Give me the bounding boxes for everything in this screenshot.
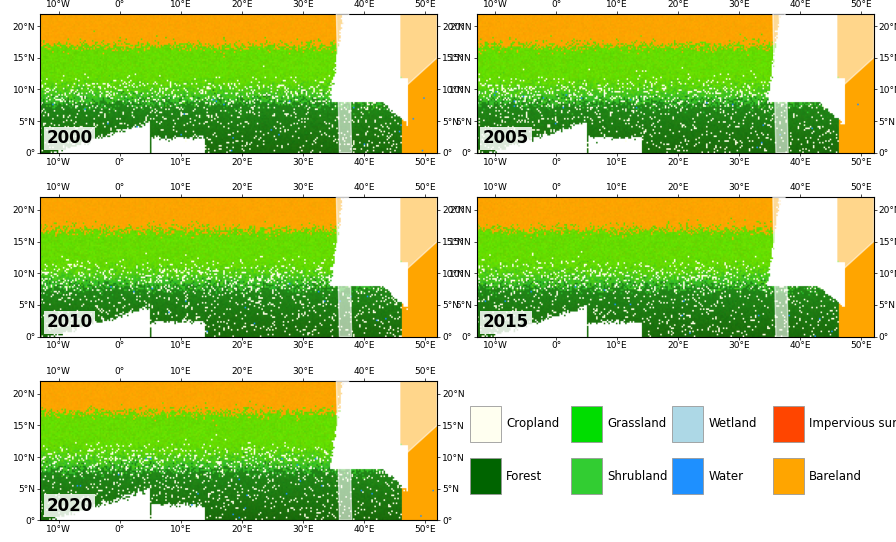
Text: Wetland: Wetland xyxy=(708,417,757,430)
FancyBboxPatch shape xyxy=(572,458,602,494)
Polygon shape xyxy=(779,14,874,102)
FancyBboxPatch shape xyxy=(672,458,703,494)
FancyBboxPatch shape xyxy=(470,406,502,442)
Text: Water: Water xyxy=(708,469,744,482)
Text: Forest: Forest xyxy=(506,469,542,482)
Polygon shape xyxy=(342,197,437,286)
FancyBboxPatch shape xyxy=(672,406,703,442)
Text: 2010: 2010 xyxy=(47,313,92,331)
Text: 2020: 2020 xyxy=(47,497,92,515)
Text: Impervious surface: Impervious surface xyxy=(809,417,896,430)
Text: Shrubland: Shrubland xyxy=(607,469,668,482)
Polygon shape xyxy=(779,197,874,286)
FancyBboxPatch shape xyxy=(773,458,805,494)
FancyBboxPatch shape xyxy=(470,458,502,494)
Polygon shape xyxy=(336,381,351,520)
Polygon shape xyxy=(773,14,788,153)
Polygon shape xyxy=(336,197,351,337)
Polygon shape xyxy=(342,14,437,102)
Text: Cropland: Cropland xyxy=(506,417,559,430)
FancyBboxPatch shape xyxy=(572,406,602,442)
Text: 2015: 2015 xyxy=(483,313,529,331)
Text: 2005: 2005 xyxy=(483,130,529,147)
FancyBboxPatch shape xyxy=(773,406,805,442)
Text: 2000: 2000 xyxy=(47,130,92,147)
Polygon shape xyxy=(773,197,788,337)
Polygon shape xyxy=(336,14,351,153)
Text: Bareland: Bareland xyxy=(809,469,862,482)
Polygon shape xyxy=(342,381,437,470)
Text: Grassland: Grassland xyxy=(607,417,667,430)
